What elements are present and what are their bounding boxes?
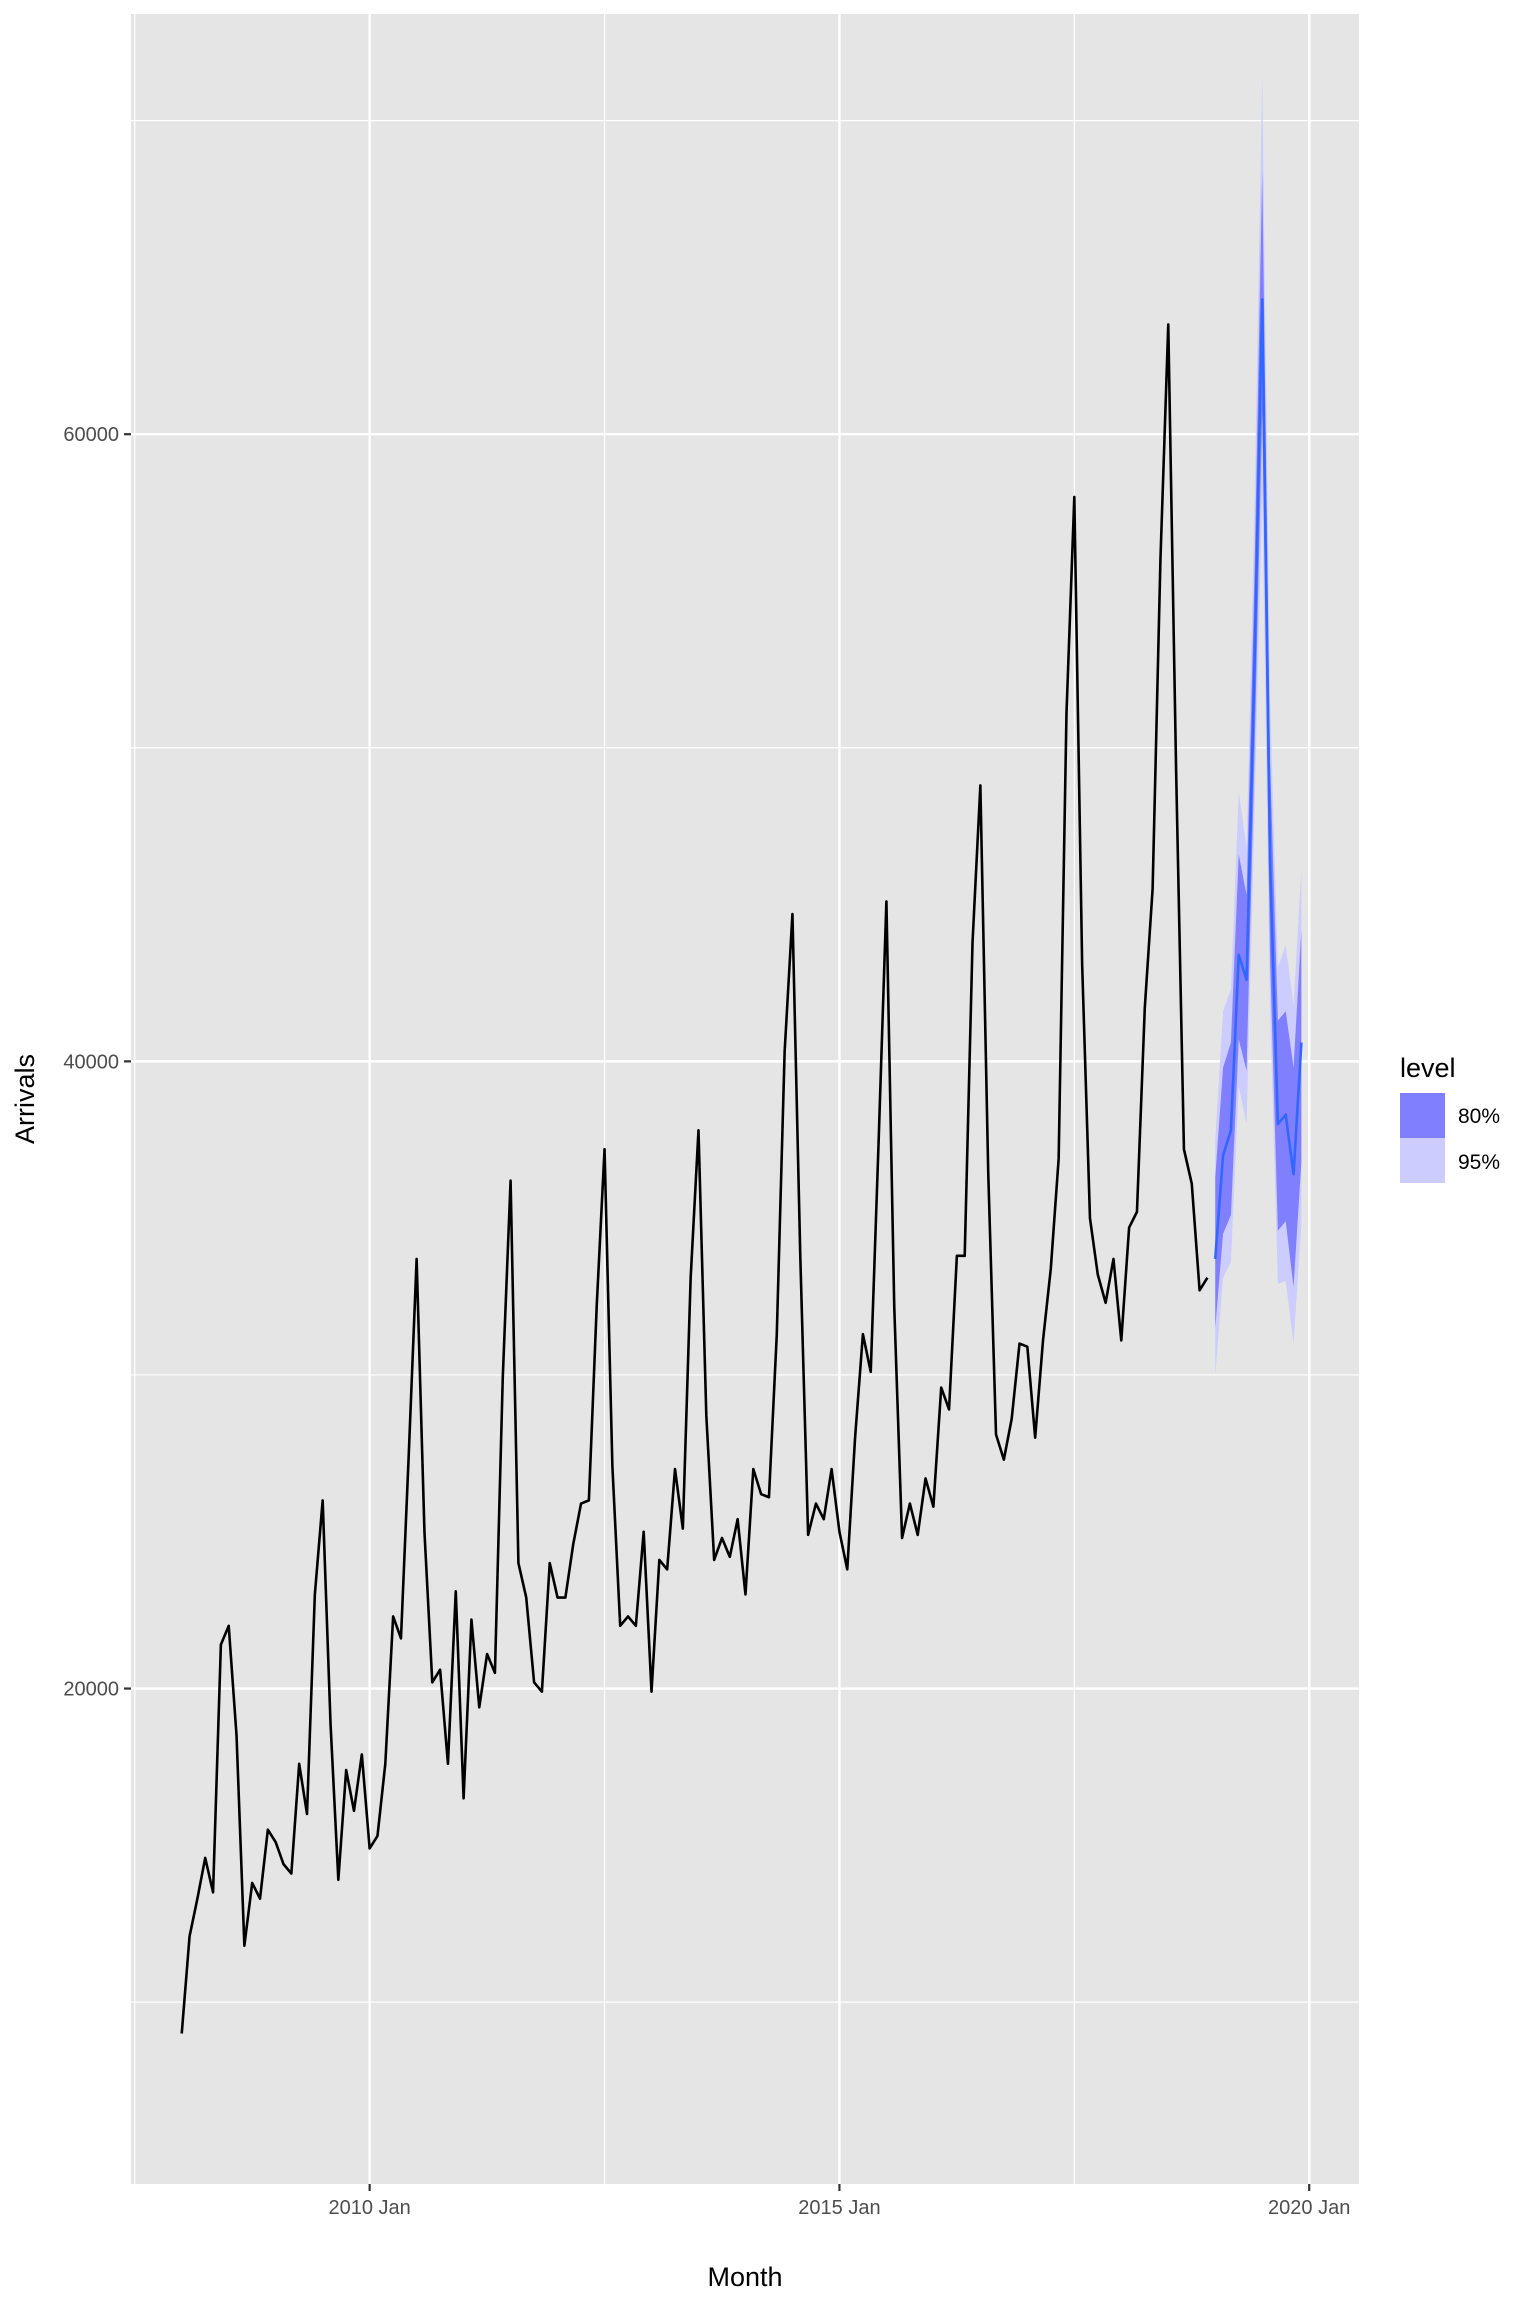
legend: level 80% 95% — [1400, 1053, 1500, 1183]
prediction-intervals — [1215, 76, 1302, 1375]
y-tick-label: 60000 — [63, 424, 119, 446]
history-line — [180, 323, 1209, 2034]
minor-gridlines — [131, 14, 1359, 2184]
legend-title: level — [1400, 1053, 1456, 1083]
forecast-mean-line — [1213, 298, 1303, 1260]
x-axis-title: Month — [707, 2262, 782, 2292]
x-tick-label: 2020 Jan — [1268, 2197, 1350, 2219]
legend-label-80: 80% — [1458, 1105, 1500, 1128]
major-gridlines — [131, 14, 1359, 2184]
legend-label-95: 95% — [1458, 1151, 1500, 1174]
series-lines — [180, 298, 1303, 2034]
x-tick-label: 2015 Jan — [798, 2197, 880, 2219]
axis-ticks: 2010 Jan 2015 Jan 2020 Jan 20000 40000 60000 — [63, 424, 1350, 2219]
legend-swatch-80 — [1400, 1093, 1445, 1138]
panel-background — [131, 14, 1359, 2184]
band-80 — [1215, 170, 1302, 1328]
x-tick-label: 2010 Jan — [328, 2197, 410, 2219]
y-tick-label: 40000 — [63, 1051, 119, 1073]
y-tick-label: 20000 — [63, 1679, 119, 1701]
y-axis-title: Arrivals — [10, 1054, 40, 1144]
legend-swatch-95 — [1400, 1138, 1445, 1183]
